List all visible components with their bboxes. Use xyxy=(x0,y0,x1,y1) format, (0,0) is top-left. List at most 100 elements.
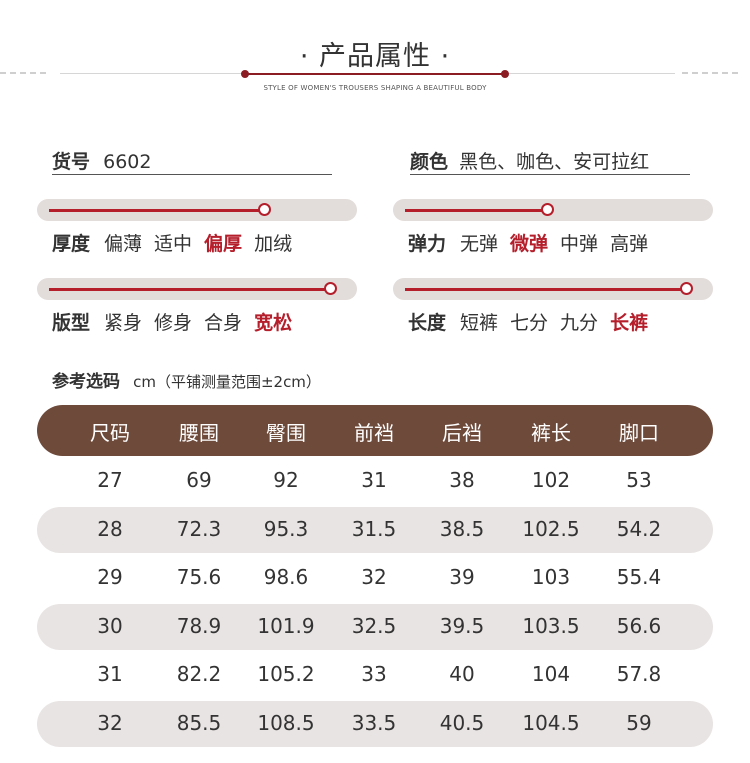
table-header-cell: 臀围 xyxy=(266,421,306,445)
table-header-cell: 腰围 xyxy=(179,421,219,445)
attribute-option: 修身 xyxy=(154,312,193,334)
table-cell: 33.5 xyxy=(351,710,397,735)
table-row-stripe xyxy=(37,700,713,747)
slider-knob xyxy=(258,203,271,216)
table-cell: 78.9 xyxy=(176,613,222,638)
attribute-option-selected: 偏厚 xyxy=(204,233,243,255)
divider-right xyxy=(505,73,675,74)
slider-fill xyxy=(405,209,547,212)
table-header-cell: 尺码 xyxy=(90,421,130,445)
table-cell: 39.5 xyxy=(439,613,485,638)
attribute-option: 高弹 xyxy=(610,233,649,255)
attribute-option: 合身 xyxy=(204,312,243,334)
page-title: · 产品属性 · xyxy=(299,41,451,72)
item-number-value: 6602 xyxy=(103,151,152,173)
table-cell: 95.3 xyxy=(263,516,309,541)
attribute-label: 弹力 xyxy=(408,233,447,255)
table-cell: 53 xyxy=(626,468,652,492)
slider-fill xyxy=(49,288,330,291)
dash-decoration-right xyxy=(682,72,742,75)
table-cell: 105.2 xyxy=(257,662,315,686)
table-cell: 57.8 xyxy=(616,662,662,686)
attribute-options: 长度 短裤 七分 九分 长裤 xyxy=(408,308,660,335)
table-cell: 85.5 xyxy=(176,710,222,735)
dash-decoration-left xyxy=(0,72,50,75)
page-subtitle: STYLE OF WOMEN'S TROUSERS SHAPING A BEAU… xyxy=(263,84,487,92)
table-cell: 33 xyxy=(361,662,387,686)
divider-left xyxy=(60,73,245,74)
table-cell: 31.5 xyxy=(351,516,397,541)
table-cell: 40 xyxy=(449,662,475,686)
size-reference-title: 参考选码 xyxy=(52,372,120,392)
attribute-label: 厚度 xyxy=(52,233,91,255)
table-cell: 103.5 xyxy=(522,613,580,638)
table-row-stripe xyxy=(37,506,713,553)
attribute-option-selected: 微弹 xyxy=(510,233,549,255)
table-cell: 72.3 xyxy=(176,516,222,541)
table-cell: 32 xyxy=(361,565,387,589)
attribute-option: 九分 xyxy=(560,312,599,334)
table-cell: 75.6 xyxy=(176,565,222,589)
table-cell: 54.2 xyxy=(616,516,662,541)
attribute-options: 弹力 无弹 微弹 中弹 高弹 xyxy=(408,229,660,256)
attribute-option: 适中 xyxy=(154,233,193,255)
slider-knob xyxy=(324,282,337,295)
accent-dot-right xyxy=(501,70,509,78)
color-info: 颜色 黑色、咖色、安可拉红 xyxy=(410,147,649,174)
attribute-option-selected: 长裤 xyxy=(610,312,649,334)
table-cell: 102.5 xyxy=(522,516,580,541)
attribute-label: 版型 xyxy=(52,312,91,334)
table-cell: 101.9 xyxy=(257,613,315,638)
item-number-underline xyxy=(52,174,332,175)
table-header-cell: 前裆 xyxy=(354,421,394,445)
table-cell: 32 xyxy=(97,710,123,735)
table-cell: 104.5 xyxy=(522,710,580,735)
table-cell: 30 xyxy=(97,613,123,638)
attribute-option: 无弹 xyxy=(460,233,499,255)
table-row-stripe xyxy=(37,603,713,650)
attribute-option-selected: 宽松 xyxy=(254,312,293,334)
accent-dot-left xyxy=(241,70,249,78)
table-cell: 82.2 xyxy=(176,662,222,686)
table-cell: 92 xyxy=(273,468,299,492)
size-table-header xyxy=(37,405,713,456)
table-cell: 31 xyxy=(361,468,387,492)
table-cell: 108.5 xyxy=(257,710,315,735)
table-cell: 98.6 xyxy=(263,565,309,589)
table-cell: 27 xyxy=(97,468,123,492)
attribute-option: 短裤 xyxy=(460,312,499,334)
table-cell: 103 xyxy=(531,565,571,589)
table-cell: 28 xyxy=(97,516,123,541)
table-cell: 104 xyxy=(531,662,571,686)
table-header-cell: 后裆 xyxy=(442,421,482,445)
title-accent-bar xyxy=(245,73,505,75)
slider-fill xyxy=(405,288,686,291)
item-number-label: 货号 xyxy=(52,151,91,173)
table-cell: 38 xyxy=(449,468,475,492)
table-cell: 102 xyxy=(531,468,571,492)
slider-knob xyxy=(680,282,693,295)
attribute-options: 厚度 偏薄 适中 偏厚 加绒 xyxy=(52,229,304,256)
attribute-options: 版型 紧身 修身 合身 宽松 xyxy=(52,308,304,335)
table-cell: 55.4 xyxy=(616,565,662,589)
attribute-option: 中弹 xyxy=(560,233,599,255)
table-cell: 59 xyxy=(626,710,652,735)
table-cell: 39 xyxy=(449,565,475,589)
item-number: 货号 6602 xyxy=(52,147,151,174)
color-label: 颜色 xyxy=(410,151,449,173)
table-cell: 31 xyxy=(97,662,123,686)
attribute-label: 长度 xyxy=(408,312,447,334)
table-cell: 32.5 xyxy=(351,613,397,638)
table-header-cell: 裤长 xyxy=(531,421,571,445)
attribute-option: 加绒 xyxy=(254,233,293,255)
attribute-option: 偏薄 xyxy=(104,233,143,255)
slider-fill xyxy=(49,209,264,212)
table-cell: 69 xyxy=(186,468,212,492)
color-underline xyxy=(410,174,690,175)
table-cell: 38.5 xyxy=(439,516,485,541)
attribute-option: 七分 xyxy=(510,312,549,334)
table-cell: 29 xyxy=(97,565,123,589)
slider-knob xyxy=(541,203,554,216)
table-header-cell: 脚口 xyxy=(619,421,659,445)
table-cell: 56.6 xyxy=(616,613,662,638)
